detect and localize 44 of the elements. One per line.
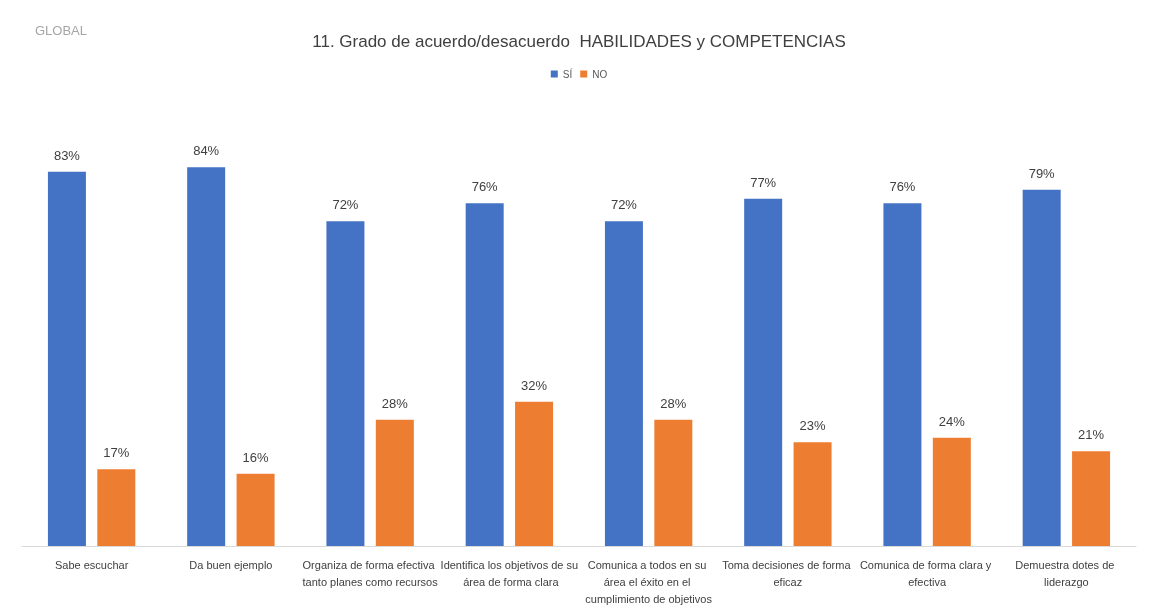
x-tick-label: Da buen ejemplo bbox=[189, 558, 273, 571]
text: GLOBAL bbox=[35, 23, 88, 38]
data-label: 76% bbox=[471, 179, 499, 195]
data-label: 84% bbox=[193, 143, 220, 159]
legend-label: SÍ bbox=[562, 67, 573, 80]
data-label: 79% bbox=[1028, 165, 1056, 181]
bar bbox=[515, 401, 554, 546]
bar bbox=[654, 419, 693, 546]
data-label: 24% bbox=[938, 413, 966, 429]
data-label: 23% bbox=[799, 418, 827, 434]
bar bbox=[375, 419, 414, 546]
data-label: 32% bbox=[521, 377, 548, 393]
bar bbox=[187, 167, 226, 546]
bar bbox=[465, 203, 504, 546]
x-tick-label: Identifica los objetivos de su área de forma clara bbox=[440, 558, 579, 588]
x-tick-label: Comunica de forma clara y efectiva bbox=[859, 558, 995, 588]
bar bbox=[236, 473, 275, 546]
data-label: 72% bbox=[332, 197, 359, 213]
data-label: 72% bbox=[610, 197, 638, 213]
data-label: 76% bbox=[889, 179, 916, 195]
data-label: 16% bbox=[242, 449, 270, 465]
x-tick-label: Comunica a todos en su área el éxito en el cumplimiento de objetivos bbox=[585, 558, 713, 605]
legend-label: NO bbox=[592, 68, 608, 80]
x-tick-label: Sabe escuchar bbox=[54, 558, 129, 571]
x-tick-label: Demuestra dotes de liderazgo bbox=[1015, 558, 1118, 588]
bar bbox=[932, 437, 971, 546]
data-label: 21% bbox=[1078, 427, 1105, 443]
data-label: 28% bbox=[381, 395, 409, 411]
bar bbox=[1022, 189, 1061, 546]
bar bbox=[326, 221, 365, 546]
data-label: 83% bbox=[53, 147, 81, 163]
bar bbox=[97, 469, 136, 546]
data-label: 28% bbox=[660, 395, 687, 411]
data-label: 77% bbox=[750, 174, 777, 190]
x-tick-label: Toma decisiones de forma eficaz bbox=[722, 558, 854, 588]
bar bbox=[744, 198, 783, 546]
bar bbox=[793, 442, 832, 546]
x-tick-label: Organiza de forma efectiva tanto planes como recursos bbox=[302, 558, 439, 588]
chart-title: 11. Grado de acuerdo/desacuerdo HABILIDADES y COMPETENCIAS bbox=[312, 32, 846, 51]
bar bbox=[1072, 451, 1111, 546]
bar bbox=[604, 221, 643, 546]
bar bbox=[883, 203, 922, 546]
bar bbox=[47, 171, 86, 546]
data-label: 17% bbox=[103, 445, 130, 461]
